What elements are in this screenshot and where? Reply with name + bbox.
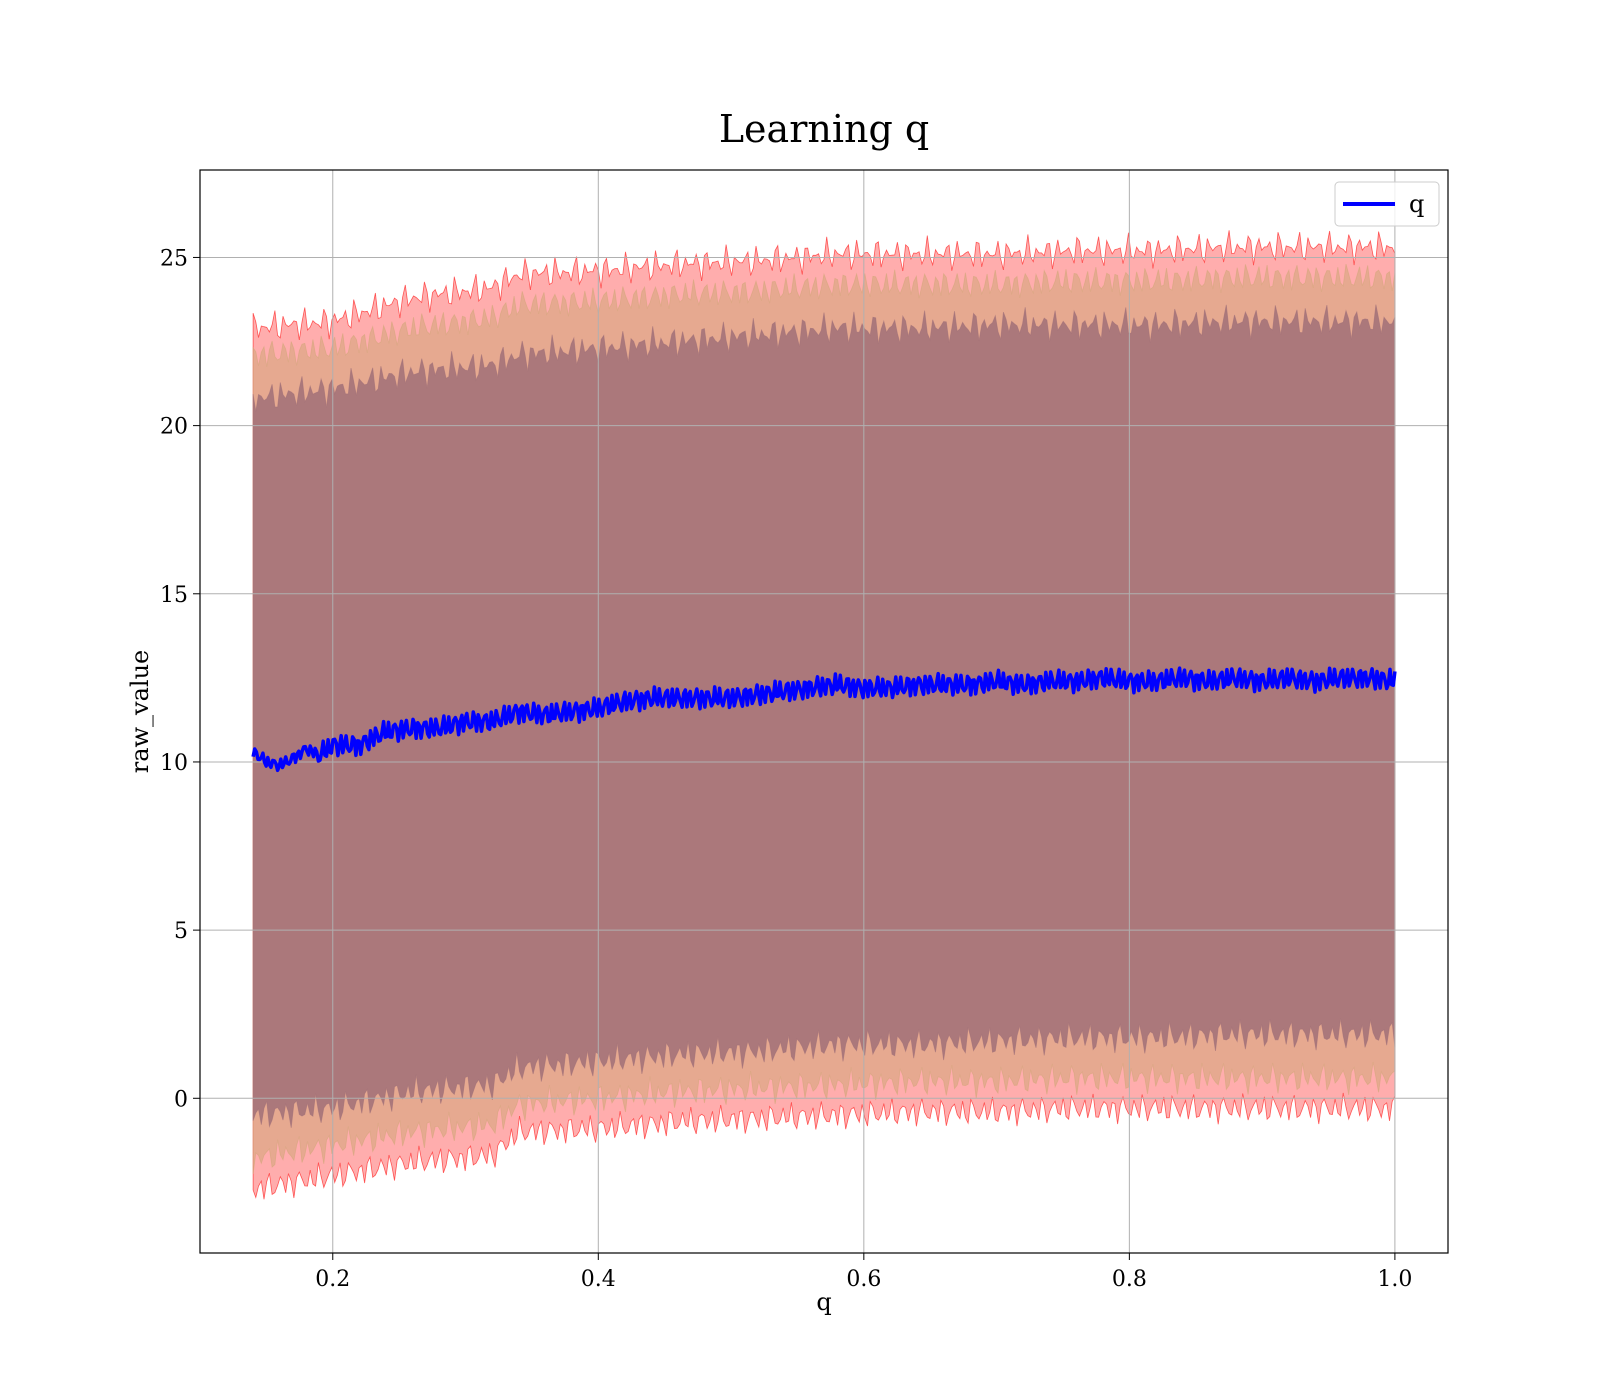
y-tick-label: 5 — [174, 919, 188, 944]
legend: q — [1334, 181, 1440, 227]
grid — [200, 170, 1448, 1253]
x-tick-label: 0.8 — [1112, 1267, 1147, 1292]
x-tick-label: 0.4 — [581, 1267, 616, 1292]
band-inner-band — [252, 304, 1396, 1128]
x-tick-label: 0.6 — [846, 1267, 881, 1292]
y-tick-label: 15 — [160, 583, 188, 608]
y-axis-label: raw_value — [126, 650, 154, 774]
x-axis-label: q — [816, 1288, 831, 1316]
series-line-q — [251, 666, 1397, 773]
chart-title: Learning q — [719, 107, 929, 151]
y-tick-label: 20 — [160, 415, 188, 440]
y-tick-label: 25 — [160, 246, 188, 271]
confidence-bands — [252, 230, 1396, 1200]
axis-ticks: 0.2 0.4 0.6 0.8 1.0 0 5 10 15 20 25 — [160, 246, 1412, 1292]
plot-frame — [199, 169, 1449, 1254]
legend-label-q: q — [1409, 190, 1424, 218]
series-lines — [251, 666, 1397, 773]
y-tick-label: 10 — [160, 751, 188, 776]
y-tick-label: 0 — [174, 1087, 188, 1112]
x-tick-label: 1.0 — [1377, 1267, 1412, 1292]
x-tick-label: 0.2 — [315, 1267, 350, 1292]
